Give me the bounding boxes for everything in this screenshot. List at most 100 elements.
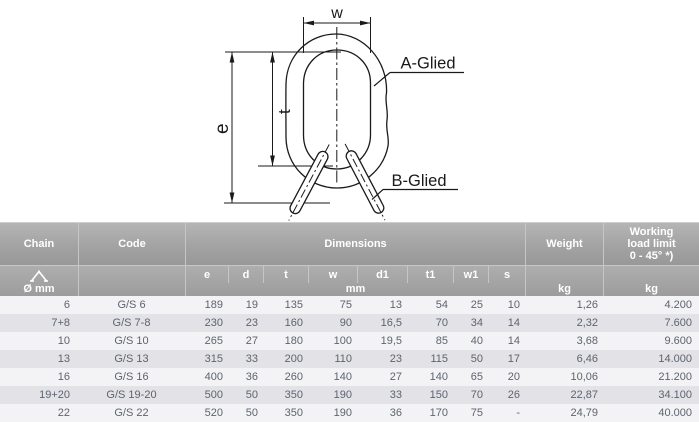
cell-t: 160 [284,317,303,329]
cell-w1: 50 [470,353,483,365]
cell-e: 265 [204,335,223,347]
cell-d1: 16,5 [380,317,402,329]
cell-t: 180 [284,335,303,347]
subheader-dim-d1: d1 [357,266,407,283]
cell-s: 14 [507,317,520,329]
b-glied-label: B-Glied [391,172,446,190]
cell-w: 110 [334,353,352,365]
cell-w: 190 [333,407,352,419]
subheader-chain: Ø mm [0,266,78,296]
technical-drawing: w e t [212,5,464,221]
cell-wll: 21.200 [658,371,692,383]
table-row: 7+8 G/S 7-8 230 23 160 90 16,5 70 34 14 2,32 7.600 [0,314,699,332]
b-glied-callout: B-Glied [371,172,458,200]
header-dimensions: Dimensions [185,223,525,265]
cell-t1: 150 [429,389,448,401]
cell-w: 100 [333,335,352,347]
cell-code: G/S 16 [114,371,149,383]
cell-code: G/S 6 [117,299,146,311]
table-body: 6 G/S 6 189 19 135 75 13 54 25 10 1,26 4.200 7+8 G/S … [0,296,699,422]
table-header-row: Chain Code Dimensions Weight Working loa… [0,223,699,265]
a-glied-callout: A-Glied [373,55,464,87]
cell-wll: 4.200 [664,299,692,311]
table-row: 22 G/S 22 520 50 350 190 36 170 75 - 24,79 40.000 [0,404,699,422]
cell-w: 140 [333,371,352,383]
chain-unit-label: Ø mm [23,283,55,295]
cell-d1: 23 [389,353,402,365]
subheader-dim-e: e [185,266,228,283]
cell-t1: 70 [435,317,448,329]
wll-unit-label: kg [645,283,658,295]
header-code: Code [78,223,185,265]
cell-t1: 115 [430,353,448,365]
cell-w1: 34 [470,317,483,329]
cell-weight: 10,06 [570,371,598,383]
subheader-dim-d: d [228,266,263,283]
cell-t1: 85 [435,335,448,347]
wll-line2: load limit [627,238,676,250]
cell-d: 23 [245,317,258,329]
cell-s: 26 [507,389,520,401]
cell-e: 230 [204,317,223,329]
cell-weight: 24,79 [570,407,598,419]
cell-wll: 14.000 [658,353,692,365]
cell-w: 75 [339,299,352,311]
cell-e: 400 [204,371,223,383]
table-row: 6 G/S 6 189 19 135 75 13 54 25 10 1,26 4.200 [0,296,699,314]
cell-chain: 10 [57,335,70,347]
subheader-code [78,266,185,296]
cell-chain: 7+8 [51,317,70,329]
t-dimension [258,52,333,167]
dim-unit-label: mm [345,283,366,295]
e-dimension [224,51,341,204]
cell-w1: 65 [470,371,483,383]
cell-weight: 2,32 [576,317,598,329]
wll-line1: Working [629,226,674,238]
cell-e: 189 [204,299,223,311]
table-row: 16 G/S 16 400 36 260 140 27 140 65 20 10,06 21.200 [0,368,699,386]
cell-code: G/S 22 [114,407,149,419]
cell-s: 10 [507,299,520,311]
cell-chain: 13 [57,353,70,365]
cell-code: G/S 13 [114,353,149,365]
cell-w1: 70 [470,389,483,401]
cell-d: 36 [245,371,258,383]
cell-d: 50 [245,407,258,419]
w-dimension [303,17,371,53]
dim-e-label: e [212,123,233,134]
cell-chain: 22 [57,407,70,419]
cell-t: 350 [284,389,303,401]
cell-w: 190 [333,389,352,401]
subheader-dim-w1: w1 [453,266,488,283]
cell-w1: 75 [470,407,483,419]
cell-chain: 19+20 [39,389,70,401]
cell-wll: 34.100 [658,389,692,401]
cell-d: 50 [245,389,258,401]
cell-t: 260 [284,371,303,383]
subheader-dim-s: s [488,266,525,283]
cell-s: - [516,407,520,419]
cell-t: 135 [284,299,303,311]
cell-wll: 40.000 [658,407,692,419]
spec-table: Chain Code Dimensions Weight Working loa… [0,222,699,422]
subheader-dim-t1: t1 [407,266,453,283]
dim-w-label: w [330,5,343,22]
cell-d: 19 [245,299,258,311]
cell-d1: 19,5 [380,335,402,347]
cell-t: 200 [284,353,303,365]
table-subheader-row: Ø mm e d t w d1 t1 w1 s mm kg kg [0,265,699,296]
cell-wll: 7.600 [664,317,692,329]
cell-d1: 36 [389,407,402,419]
cell-e: 315 [204,353,223,365]
table-row: 10 G/S 10 265 27 180 100 19,5 85 40 14 3,68 9.600 [0,332,699,350]
subheader-wll-unit: kg [603,266,699,296]
cell-d1: 27 [389,371,402,383]
cell-s: 14 [507,335,520,347]
cell-code: G/S 10 [114,335,149,347]
weight-unit-label: kg [558,283,571,295]
cell-chain: 16 [57,371,70,383]
cell-t1: 54 [435,299,448,311]
cell-e: 500 [204,389,223,401]
cell-wll: 9.600 [664,335,692,347]
